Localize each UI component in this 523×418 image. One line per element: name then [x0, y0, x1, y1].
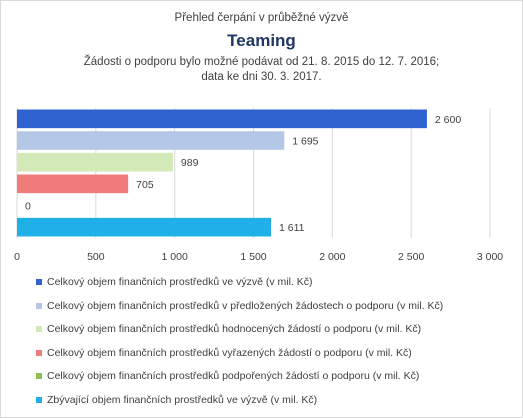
data-label-4: 0: [25, 201, 31, 213]
gridlines: [16, 108, 491, 238]
legend-label-3: Celkový objem finančních prostředků vyřa…: [47, 346, 412, 359]
data-label-1: 1 695: [292, 136, 318, 148]
legend-label-5: Zbývající objem finančních prostředků ve…: [47, 393, 318, 406]
bars: 2 600 1 695 989 705 0 1 611: [17, 109, 461, 237]
subtitle-line-1: Žádosti o podporu bylo možné podávat od …: [83, 56, 440, 68]
subtitle-line-2: data ke dni 30. 3. 2017.: [201, 71, 322, 83]
x-tick-label-2: 1 000: [162, 251, 188, 263]
legend: Celkový objem finančních prostředků ve v…: [36, 275, 516, 416]
x-tick-label-6: 3 000: [477, 251, 503, 263]
legend-label-1: Celkový objem finančních prostředků v př…: [47, 299, 444, 312]
chart-title: Teaming: [227, 31, 296, 50]
legend-item-4: Celkový objem finančních prostředků podp…: [36, 369, 516, 393]
legend-item-0: Celkový objem finančních prostředků ve v…: [36, 275, 516, 299]
chart-pretitle: Přehled čerpání v průběžné výzvě: [174, 12, 349, 24]
x-tick-label-4: 2 000: [319, 251, 345, 263]
x-tick-label-1: 500: [87, 251, 105, 263]
bar-5: [17, 217, 272, 237]
x-axis-ticks: 0 500 1 000 1 500 2 000 2 500 3 000: [14, 251, 503, 263]
legend-swatch-5: [36, 396, 42, 403]
legend-item-3: Celkový objem finančních prostředků vyřa…: [36, 346, 516, 370]
x-tick-label-3: 1 500: [240, 251, 266, 263]
x-tick-label-5: 2 500: [398, 251, 424, 263]
data-label-2: 989: [181, 157, 199, 169]
legend-swatch-3: [36, 349, 42, 356]
legend-swatch-4: [36, 373, 42, 379]
legend-item-5: Zbývající objem finančních prostředků ve…: [36, 393, 516, 417]
legend-swatch-1: [36, 302, 42, 309]
bar-0: [17, 109, 427, 129]
bar-2: [17, 152, 173, 172]
data-label-3: 705: [136, 179, 154, 191]
legend-item-2: Celkový objem finančních prostředků hodn…: [36, 322, 516, 346]
legend-item-1: Celkový objem finančních prostředků v př…: [36, 299, 516, 323]
legend-label-0: Celkový objem finančních prostředků ve v…: [47, 276, 313, 288]
x-tick-label-0: 0: [14, 251, 20, 263]
legend-label-2: Celkový objem finančních prostředků hodn…: [47, 323, 422, 335]
data-label-0: 2 600: [435, 114, 461, 126]
bar-3: [17, 174, 129, 194]
legend-swatch-2: [36, 326, 42, 332]
chart-subtitle: Žádosti o podporu bylo možné podávat od …: [0, 55, 523, 85]
data-label-5: 1 611: [279, 222, 305, 234]
legend-swatch-0: [36, 279, 42, 285]
legend-label-4: Celkový objem finančních prostředků podp…: [47, 370, 420, 382]
bar-1: [17, 131, 285, 150]
